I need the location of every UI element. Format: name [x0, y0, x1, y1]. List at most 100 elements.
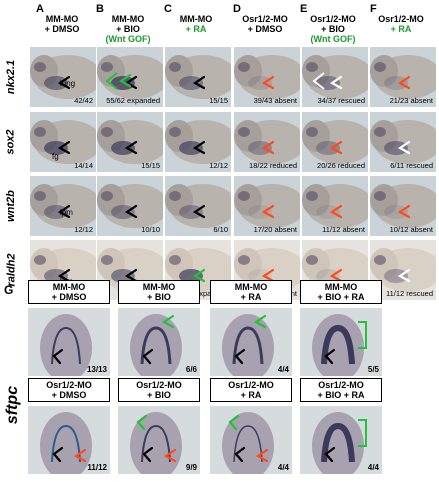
rescue-bracket	[312, 72, 325, 90]
embryo-image: 17/20 absent	[234, 176, 300, 236]
tissue-label: lung	[60, 79, 76, 88]
column-header-b: MM-MO + BIO (Wnt GOF)	[97, 14, 159, 44]
embryo-count: 15/15	[141, 161, 160, 170]
annotation-arrow	[124, 140, 138, 155]
row-label-sftpc: sftpc	[4, 385, 22, 425]
column-header-line: + DMSO	[247, 24, 283, 34]
annotation-arrow	[124, 268, 138, 283]
sftpc-panel-header: Osr1/2-MO + DMSO	[28, 378, 110, 402]
sftpc-stain	[233, 425, 263, 463]
sftpc-embryo-image: 4/4	[300, 406, 382, 474]
embryo-image: 12/12	[165, 112, 231, 172]
sftpc-header-line: MM-MO	[324, 282, 358, 292]
sftpc-embryo-image: 11/12	[28, 406, 110, 474]
sftpc-count: 6/6	[185, 365, 197, 374]
row-label-nkx21: nkx2.1	[5, 59, 17, 95]
annotation-arrow	[253, 314, 267, 329]
sftpc-header-line: MM-MO	[234, 282, 268, 292]
sftpc-stain	[51, 326, 81, 365]
column-header-line: Osr1/2-MO	[310, 14, 356, 24]
embryo-count: 11/12 absent	[322, 225, 365, 234]
embryo-count: 34/37 rescued	[317, 96, 365, 105]
sftpc-panel-header: MM-MO + BIO	[118, 280, 200, 304]
embryo-image: fg 14/14	[30, 112, 96, 172]
embryo-image: 6/10	[165, 176, 231, 236]
annotation-arrow	[192, 268, 206, 283]
embryo-count: 55/62 expanded	[106, 96, 160, 105]
annotation-arrow	[57, 75, 71, 90]
sftpc-panel-header: Osr1/2-MO + BIO + RA	[300, 378, 382, 402]
sftpc-header-line: Osr1/2-MO	[228, 380, 274, 390]
annotation-arrow	[261, 140, 275, 155]
column-header-line: (Wnt GOF)	[310, 34, 356, 44]
annotation-arrow	[261, 75, 275, 90]
embryo-image: lung 42/42	[30, 47, 96, 107]
annotation-arrow	[192, 140, 206, 155]
annotation-arrow	[261, 268, 275, 283]
annotation-arrow	[397, 268, 411, 283]
embryo-count: 6/10	[213, 225, 228, 234]
column-header-line: + RA	[390, 24, 412, 34]
embryo-count: 42/42	[74, 96, 93, 105]
sftpc-header-line: MM-MO	[52, 282, 86, 292]
sftpc-count: 4/4	[367, 463, 379, 472]
sftpc-embryo-image: 4/4	[210, 308, 292, 376]
sftpc-header-line: + BIO + RA	[317, 390, 365, 400]
annotation-arrow	[163, 448, 177, 463]
annotation-arrow	[228, 414, 240, 431]
embryo-count: 10/10 expanded	[174, 289, 228, 298]
row-label-sox2: sox2	[5, 129, 18, 155]
tissue-label: fg	[52, 152, 59, 161]
sftpc-stain	[51, 424, 81, 463]
embryo-count: 39/43 absent	[253, 96, 297, 105]
embryo-image: 34/37 rescued	[302, 47, 368, 107]
column-header-line: Osr1/2-MO	[378, 14, 424, 24]
sftpc-count: 13/13	[86, 365, 107, 374]
embryo-image: 10/10	[97, 176, 163, 236]
embryo-count: 20/26 reduced	[317, 161, 365, 170]
embryo-count: 21/23 absent	[389, 96, 433, 105]
annotation-arrow	[161, 314, 175, 329]
column-header-line: + RA	[185, 24, 207, 34]
column-header-line: + BIO	[321, 24, 345, 34]
annotation-arrow	[118, 73, 132, 88]
annotation-arrow	[124, 75, 138, 90]
sftpc-panel-header: Osr1/2-MO + RA	[210, 378, 292, 402]
sftpc-stain	[141, 424, 171, 463]
sftpc-panel-header: MM-MO + DMSO	[28, 280, 110, 304]
embryo-image: lpm 12/12	[30, 176, 96, 236]
column-header-line: MM-MO	[179, 14, 213, 24]
embryo-count: 17/20 absent	[253, 225, 297, 234]
embryo-count: 10/10	[141, 225, 160, 234]
sftpc-header-line: + BIO + RA	[317, 292, 365, 302]
embryo-count: 6/11 rescued	[390, 161, 433, 170]
embryo-count: 12/12	[209, 161, 228, 170]
tissue-label: lpm	[60, 208, 73, 217]
annotation-arrow	[57, 140, 71, 155]
embryo-count: 11/12 rescued	[386, 289, 433, 298]
embryo-image: 6/11 rescued	[370, 112, 436, 172]
sftpc-header-line: + BIO	[147, 390, 171, 400]
sftpc-count: 4/4	[277, 463, 289, 472]
annotation-arrow	[324, 348, 336, 365]
sftpc-stain	[321, 422, 355, 463]
column-header-line: + BIO	[116, 24, 140, 34]
column-header-d: Osr1/2-MO + DMSO	[234, 14, 296, 34]
column-header-line: MM-MO	[45, 14, 79, 24]
annotation-arrow	[329, 268, 343, 283]
panel-letter-g: G	[4, 283, 14, 297]
annotation-arrow	[57, 268, 71, 283]
sftpc-embryo-image: 5/5	[300, 308, 382, 376]
panel-letter-e: E	[300, 3, 308, 15]
sftpc-embryo-image: 4/4	[210, 406, 292, 474]
sftpc-embryo-image: 6/6	[118, 308, 200, 376]
column-header-line: MM-MO	[111, 14, 145, 24]
sftpc-stain	[232, 326, 264, 365]
annotation-arrow	[234, 348, 246, 365]
column-header-line: (Wnt GOF)	[105, 34, 151, 44]
column-header-a: MM-MO + DMSO	[31, 14, 93, 34]
panel-letter-f: F	[370, 3, 377, 15]
column-header-line: + DMSO	[44, 24, 80, 34]
annotation-arrow	[142, 348, 154, 365]
annotation-arrow	[142, 446, 154, 463]
